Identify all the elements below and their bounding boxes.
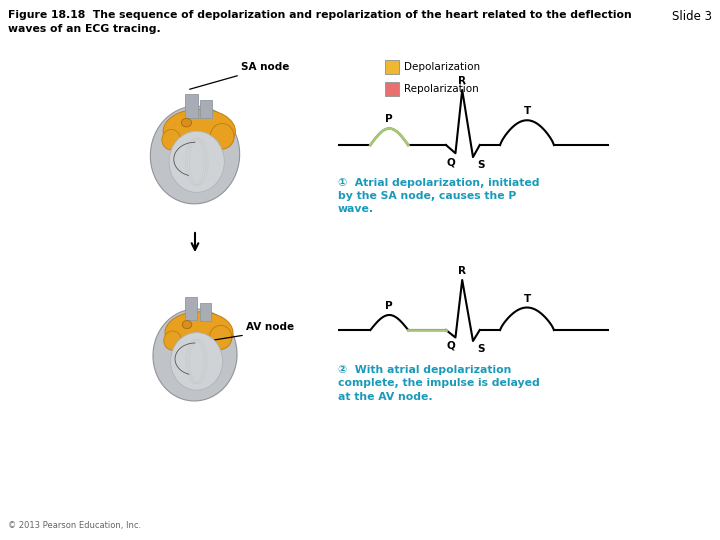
- Ellipse shape: [182, 321, 192, 329]
- Text: Depolarization: Depolarization: [404, 62, 480, 72]
- Ellipse shape: [181, 118, 192, 127]
- Text: Q: Q: [446, 157, 456, 167]
- Bar: [185, 94, 197, 118]
- Ellipse shape: [210, 124, 234, 149]
- Text: ②  With atrial depolarization
complete, the impulse is delayed
at the AV node.: ② With atrial depolarization complete, t…: [338, 365, 540, 402]
- Text: ①  Atrial depolarization, initiated
by the SA node, causes the P
wave.: ① Atrial depolarization, initiated by th…: [338, 178, 539, 214]
- Bar: [385, 60, 399, 74]
- Ellipse shape: [162, 130, 181, 150]
- Text: R: R: [458, 266, 467, 276]
- Text: SA node: SA node: [241, 62, 289, 72]
- Text: Slide 3: Slide 3: [672, 10, 712, 23]
- Ellipse shape: [210, 326, 232, 349]
- Ellipse shape: [153, 309, 237, 401]
- Text: T: T: [523, 294, 531, 303]
- Bar: [200, 100, 212, 118]
- Text: S: S: [477, 160, 485, 171]
- Bar: [385, 82, 399, 96]
- Bar: [200, 303, 211, 321]
- Text: P: P: [385, 301, 393, 311]
- Ellipse shape: [163, 331, 181, 350]
- Ellipse shape: [171, 333, 222, 390]
- Ellipse shape: [150, 106, 240, 204]
- Text: R: R: [458, 76, 467, 86]
- Text: S: S: [477, 344, 485, 354]
- Ellipse shape: [165, 312, 233, 353]
- Text: Repolarization: Repolarization: [404, 84, 479, 94]
- Text: Figure 18.18  The sequence of depolarization and repolarization of the heart rel: Figure 18.18 The sequence of depolarizat…: [8, 10, 631, 20]
- Text: P: P: [385, 114, 393, 124]
- Bar: [186, 298, 197, 320]
- Text: Q: Q: [446, 341, 456, 351]
- Ellipse shape: [163, 109, 235, 153]
- Ellipse shape: [169, 131, 225, 192]
- Text: © 2013 Pearson Education, Inc.: © 2013 Pearson Education, Inc.: [8, 521, 141, 530]
- Text: T: T: [523, 106, 531, 116]
- Text: AV node: AV node: [246, 322, 294, 332]
- Text: waves of an ECG tracing.: waves of an ECG tracing.: [8, 24, 161, 34]
